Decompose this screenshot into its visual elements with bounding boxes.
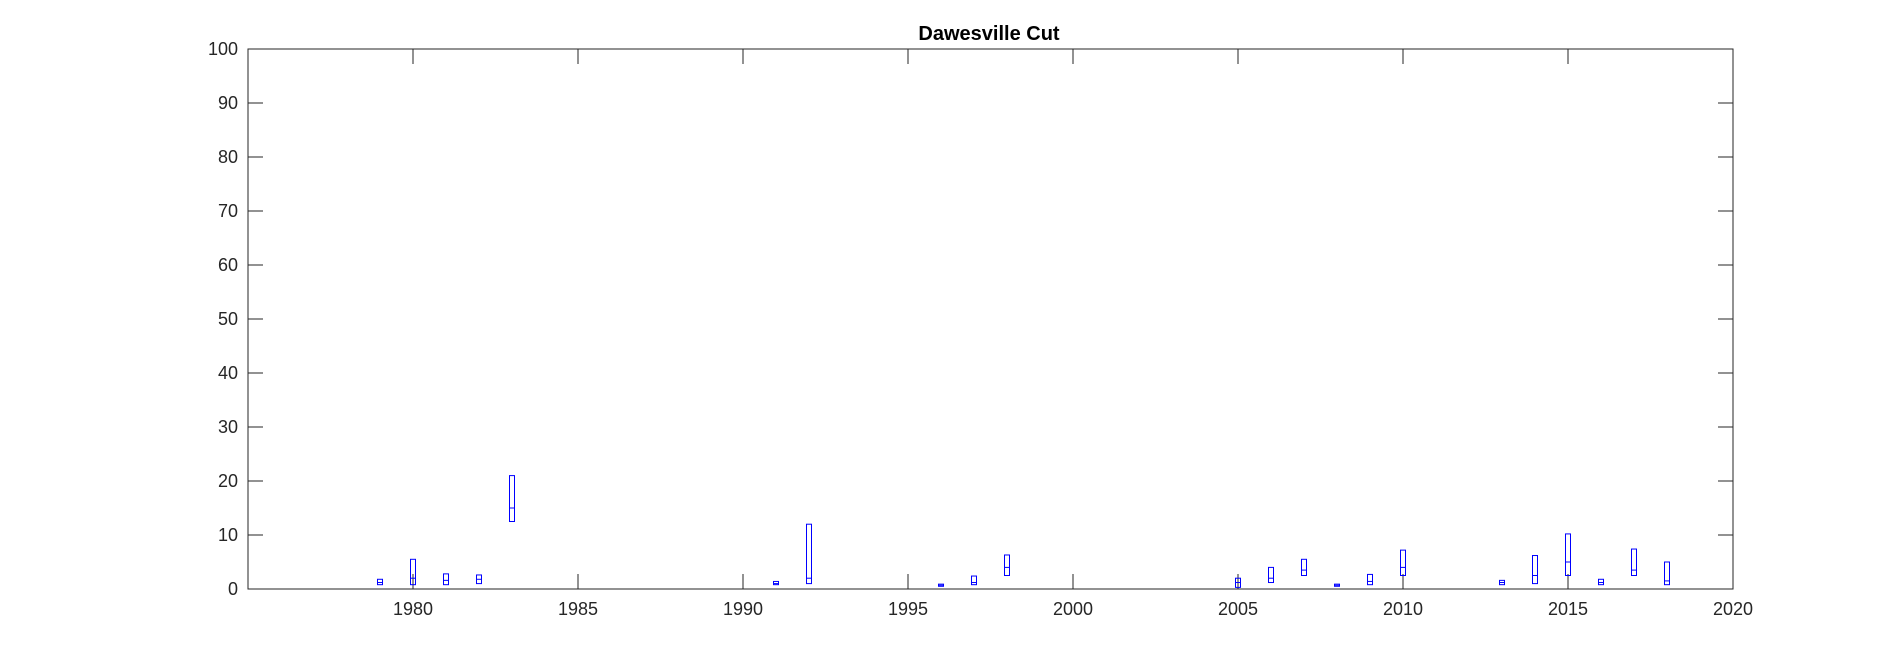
y-tick-label: 40 xyxy=(218,363,238,383)
y-tick-label: 50 xyxy=(218,309,238,329)
box-2016 xyxy=(1598,578,1604,586)
box-rect xyxy=(1268,566,1274,584)
y-tick-label: 70 xyxy=(218,201,238,221)
box-rect xyxy=(443,573,449,586)
y-tick-label: 20 xyxy=(218,471,238,491)
x-tick-label: 2005 xyxy=(1218,599,1258,619)
x-tick-label: 1980 xyxy=(393,599,433,619)
y-tick-label: 30 xyxy=(218,417,238,437)
y-tick-label: 0 xyxy=(228,579,238,599)
x-tick-label: 1990 xyxy=(723,599,763,619)
box-2007 xyxy=(1301,558,1307,576)
box-rect xyxy=(377,578,383,586)
plot-area-frame xyxy=(247,48,1734,590)
box-rect xyxy=(1301,558,1307,576)
box-2006 xyxy=(1268,566,1274,584)
box-rect xyxy=(1598,578,1604,586)
box-1981 xyxy=(443,573,449,586)
box-rect xyxy=(773,580,779,586)
box-rect xyxy=(1367,573,1373,586)
box-2010 xyxy=(1400,549,1406,576)
box-2018 xyxy=(1664,561,1670,586)
y-tick-label: 80 xyxy=(218,147,238,167)
box-rect xyxy=(1004,554,1010,576)
box-1998 xyxy=(1004,554,1010,576)
x-tick-label: 1995 xyxy=(888,599,928,619)
box-2008 xyxy=(1334,583,1340,587)
chart-title: Dawesville Cut xyxy=(918,23,1060,45)
box-1980 xyxy=(410,558,416,586)
box-rect xyxy=(971,575,977,586)
box-rect xyxy=(509,475,515,523)
box-1983 xyxy=(509,475,515,523)
y-tick-label: 100 xyxy=(208,39,238,59)
axes: 0 10 20 30 40 50 60 70 80 90 100 1980 1985 1990 1995 20… xyxy=(208,39,1753,619)
box-2005 xyxy=(1235,577,1241,588)
box-1979 xyxy=(377,578,383,586)
box-2013 xyxy=(1499,579,1505,586)
box-rect xyxy=(410,558,416,586)
y-tick-label: 10 xyxy=(218,525,238,545)
x-tick-label: 2010 xyxy=(1383,599,1423,619)
box-rect xyxy=(1664,561,1670,586)
box-2015 xyxy=(1565,533,1571,576)
y-tick-label: 90 xyxy=(218,93,238,113)
box-2017 xyxy=(1631,548,1637,576)
x-tick-label: 2020 xyxy=(1713,599,1753,619)
box-1982 xyxy=(476,574,482,585)
box-rect xyxy=(1631,548,1637,576)
box-rect xyxy=(1565,533,1571,576)
y-tick-label: 60 xyxy=(218,255,238,275)
x-tick-label: 1985 xyxy=(558,599,598,619)
boxes-layer xyxy=(377,475,1670,588)
box-rect xyxy=(806,523,812,585)
box-rect xyxy=(1400,549,1406,576)
box-2009 xyxy=(1367,573,1373,586)
x-tick-label: 2000 xyxy=(1053,599,1093,619)
box-rect xyxy=(1532,555,1538,585)
box-1996 xyxy=(938,583,944,587)
box-1992 xyxy=(806,523,812,585)
box-2014 xyxy=(1532,555,1538,585)
box-1991 xyxy=(773,580,779,586)
x-tick-label: 2015 xyxy=(1548,599,1588,619)
box-1997 xyxy=(971,575,977,586)
